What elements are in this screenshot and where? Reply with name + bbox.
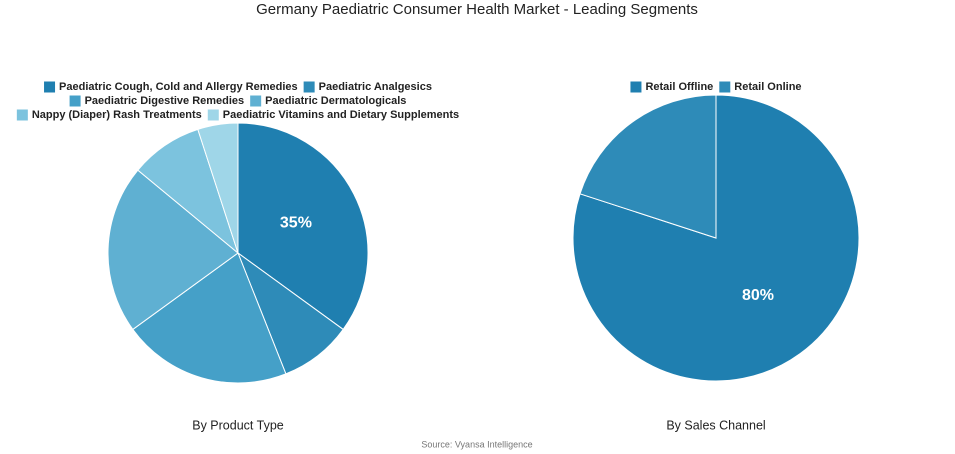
legend-item: Paediatric Digestive Remedies (69, 95, 245, 107)
legend-label: Paediatric Cough, Cold and Allergy Remed… (59, 81, 298, 93)
legend-item: Paediatric Vitamins and Dietary Suppleme… (207, 109, 459, 121)
pie-slice (132, 252, 287, 384)
legend-item: Paediatric Dermatologicals (250, 95, 406, 107)
legend-label: Retail Online (734, 81, 801, 93)
legend-label: Paediatric Analgesics (319, 81, 432, 93)
legend-swatch (69, 95, 81, 107)
legend-swatch (250, 95, 262, 107)
pie-slice (107, 169, 239, 331)
legend-item: Paediatric Analgesics (303, 81, 432, 93)
legend-swatch (303, 81, 315, 93)
legend-swatch (16, 109, 28, 121)
value-label: 80% (742, 287, 774, 304)
pie-slice (579, 94, 717, 239)
legend-label: Paediatric Vitamins and Dietary Suppleme… (223, 109, 459, 121)
legend-label: Retail Offline (645, 81, 713, 93)
legend-label: Paediatric Digestive Remedies (85, 95, 245, 107)
legend-swatch (630, 81, 642, 93)
legend-item: Retail Online (719, 81, 802, 93)
legend-swatch (207, 109, 219, 121)
chart-subtitle: By Product Type (192, 418, 284, 432)
legend-label: Paediatric Dermatologicals (265, 95, 406, 107)
source: Source: Vyansa Intelligence (421, 439, 532, 449)
legend-swatch (44, 81, 56, 93)
legend-label: Nappy (Diaper) Rash Treatments (32, 109, 202, 121)
page-title: Germany Paediatric Consumer Health Marke… (256, 1, 698, 18)
value-label: 35% (280, 215, 312, 232)
legend-item: Retail Offline (630, 81, 713, 93)
legend-item: Paediatric Cough, Cold and Allergy Remed… (44, 81, 298, 93)
chart-subtitle: By Sales Channel (666, 418, 765, 432)
pie-slice (197, 122, 239, 254)
legend-swatch (719, 81, 731, 93)
pie-slice (237, 122, 369, 331)
legend-item: Nappy (Diaper) Rash Treatments (16, 109, 202, 121)
